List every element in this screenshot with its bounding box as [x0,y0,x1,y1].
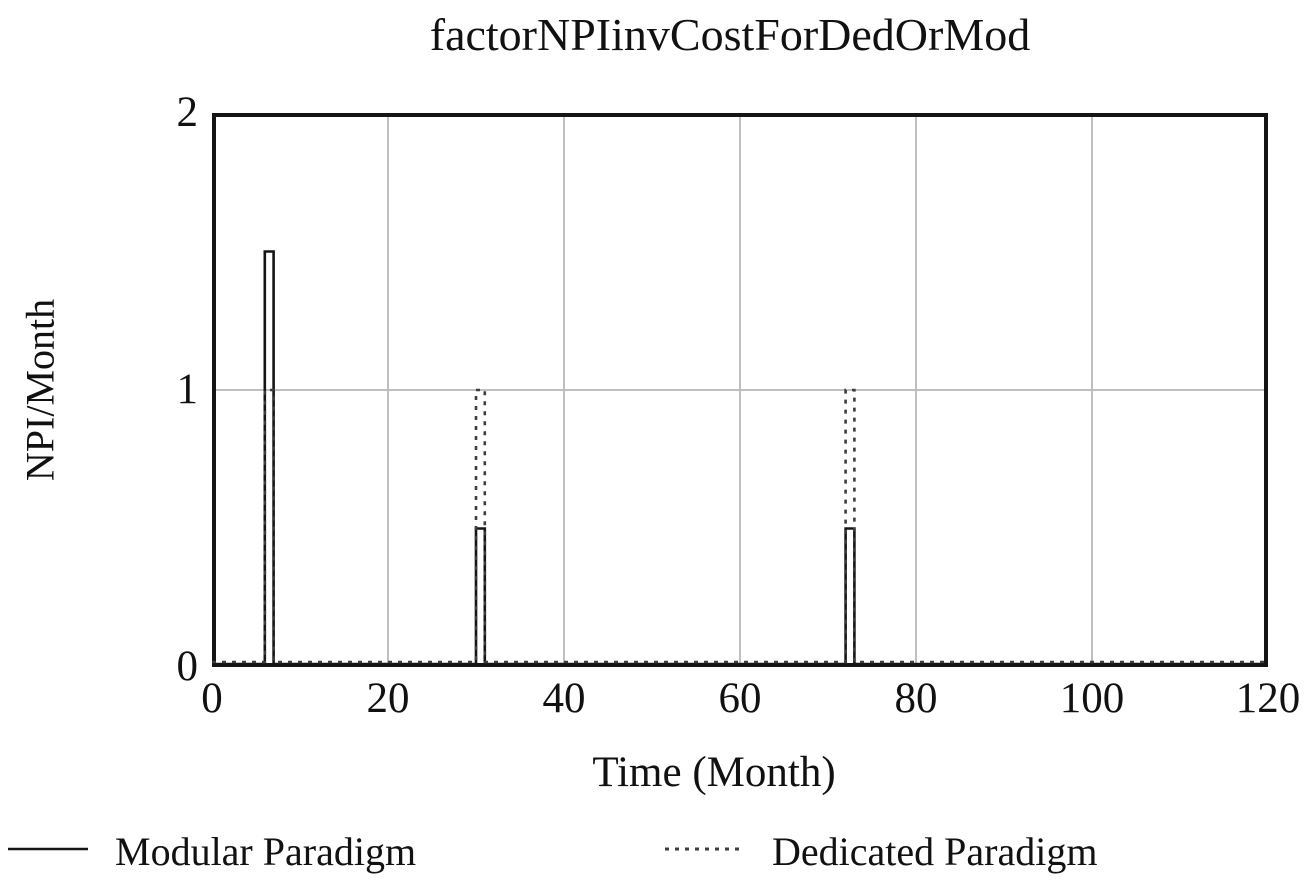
x-axis-label: Time (Month) [592,749,836,796]
legend-label-modular: Modular Paradigm [115,829,417,874]
legend-line-sample-dotted [665,845,743,853]
plot-svg [212,113,1268,667]
x-tick-label-20: 20 [366,675,410,722]
x-tick-label-80: 80 [894,675,938,722]
series-line-dedicated [212,388,1268,664]
plot-area [212,113,1268,667]
y-tick-label-0: 0 [176,643,199,690]
y-tick-label-1: 1 [176,366,199,413]
x-tick-label-60: 60 [718,675,762,722]
x-tick-label-100: 100 [1059,675,1125,722]
y-tick-label-2: 2 [176,89,199,136]
y-axis-label: NPI/Month [17,298,63,482]
legend-line-sample-solid [8,845,88,853]
x-tick-label-40: 40 [542,675,586,722]
chart-title: factorNPIinvCostForDedOrMod [429,9,1031,60]
x-tick-label-120: 120 [1235,675,1301,722]
x-tick-label-0: 0 [201,675,223,722]
legend-label-dedicated: Dedicated Paradigm [772,829,1098,874]
series-line-modular [212,250,1268,666]
